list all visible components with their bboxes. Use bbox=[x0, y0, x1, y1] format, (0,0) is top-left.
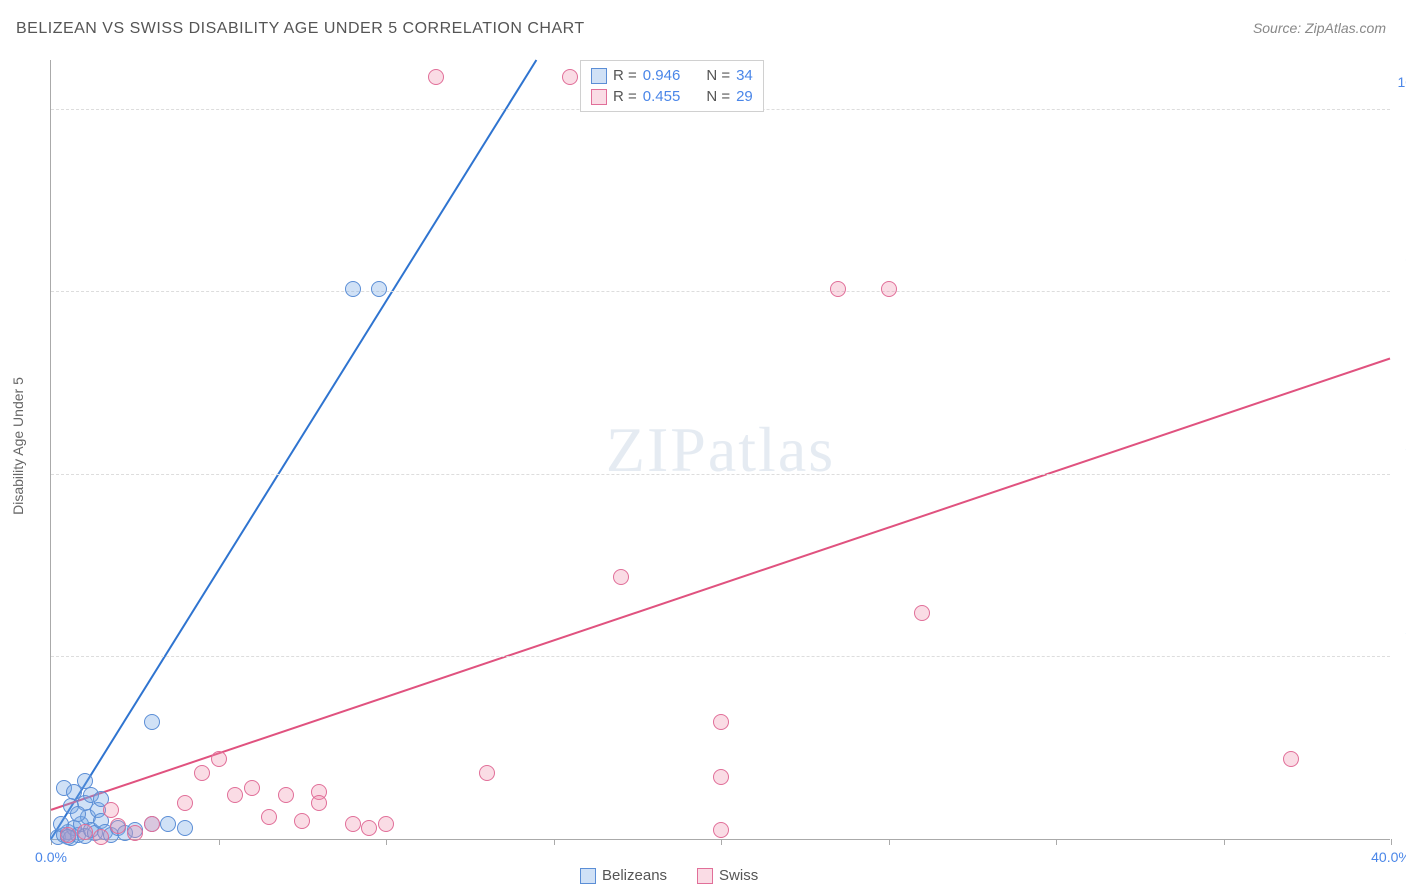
source-label: Source: ZipAtlas.com bbox=[1253, 20, 1386, 36]
scatter-point bbox=[361, 820, 377, 836]
scatter-point bbox=[345, 816, 361, 832]
x-tick bbox=[1056, 839, 1057, 845]
gridline bbox=[51, 656, 1390, 657]
legend-bottom: Belizeans Swiss bbox=[580, 867, 758, 884]
legend-swatch bbox=[591, 68, 607, 84]
scatter-point bbox=[428, 69, 444, 85]
x-tick-label: 40.0% bbox=[1371, 849, 1406, 865]
scatter-point bbox=[479, 765, 495, 781]
n-label: N = bbox=[706, 88, 730, 105]
scatter-point bbox=[194, 765, 210, 781]
gridline bbox=[51, 474, 1390, 475]
chart-container: BELIZEAN VS SWISS DISABILITY AGE UNDER 5… bbox=[0, 0, 1406, 892]
scatter-point bbox=[77, 824, 93, 840]
scatter-point bbox=[127, 825, 143, 841]
scatter-point bbox=[345, 281, 361, 297]
n-value: 34 bbox=[736, 67, 753, 84]
x-tick-label: 0.0% bbox=[35, 849, 67, 865]
r-value: 0.946 bbox=[643, 67, 681, 84]
y-axis-label: Disability Age Under 5 bbox=[10, 377, 26, 515]
scatter-point bbox=[103, 802, 119, 818]
scatter-point bbox=[144, 714, 160, 730]
y-tick-label: 50.0% bbox=[1395, 439, 1406, 455]
scatter-point bbox=[881, 281, 897, 297]
scatter-point bbox=[60, 827, 76, 843]
scatter-point bbox=[227, 787, 243, 803]
scatter-point bbox=[261, 809, 277, 825]
scatter-point bbox=[110, 818, 126, 834]
y-tick-label: 75.0% bbox=[1395, 256, 1406, 272]
scatter-point bbox=[713, 769, 729, 785]
scatter-point bbox=[278, 787, 294, 803]
scatter-point bbox=[77, 773, 93, 789]
scatter-point bbox=[177, 820, 193, 836]
x-tick bbox=[386, 839, 387, 845]
plot-area: ZIPatlas 25.0%50.0%75.0%100.0%0.0%40.0% bbox=[50, 60, 1390, 840]
gridline bbox=[51, 291, 1390, 292]
scatter-point bbox=[378, 816, 394, 832]
legend-stats-box: R = 0.946 N = 34 R = 0.455 N = 29 bbox=[580, 60, 764, 112]
scatter-point bbox=[70, 806, 86, 822]
r-value: 0.455 bbox=[643, 88, 681, 105]
scatter-point bbox=[914, 605, 930, 621]
scatter-point bbox=[1283, 751, 1299, 767]
chart-title: BELIZEAN VS SWISS DISABILITY AGE UNDER 5… bbox=[16, 20, 585, 38]
legend-label: Belizeans bbox=[602, 867, 667, 884]
y-tick-label: 25.0% bbox=[1395, 621, 1406, 637]
scatter-point bbox=[294, 813, 310, 829]
legend-stats-row: R = 0.455 N = 29 bbox=[591, 86, 753, 107]
x-tick bbox=[721, 839, 722, 845]
legend-swatch bbox=[580, 868, 596, 884]
scatter-point bbox=[613, 569, 629, 585]
n-label: N = bbox=[706, 67, 730, 84]
scatter-point bbox=[244, 780, 260, 796]
scatter-point bbox=[562, 69, 578, 85]
scatter-point bbox=[177, 795, 193, 811]
legend-stats-row: R = 0.946 N = 34 bbox=[591, 65, 753, 86]
scatter-point bbox=[713, 714, 729, 730]
y-tick-label: 100.0% bbox=[1395, 74, 1406, 90]
trend-line bbox=[51, 60, 536, 839]
trend-line bbox=[51, 358, 1390, 809]
legend-swatch bbox=[697, 868, 713, 884]
r-label: R = bbox=[613, 67, 637, 84]
n-value: 29 bbox=[736, 88, 753, 105]
r-label: R = bbox=[613, 88, 637, 105]
x-tick bbox=[219, 839, 220, 845]
scatter-point bbox=[144, 816, 160, 832]
legend-item: Swiss bbox=[697, 867, 758, 884]
scatter-point bbox=[830, 281, 846, 297]
scatter-point bbox=[311, 795, 327, 811]
x-tick bbox=[554, 839, 555, 845]
x-tick bbox=[1224, 839, 1225, 845]
legend-label: Swiss bbox=[719, 867, 758, 884]
scatter-point bbox=[160, 816, 176, 832]
legend-item: Belizeans bbox=[580, 867, 667, 884]
scatter-point bbox=[93, 829, 109, 845]
x-tick bbox=[889, 839, 890, 845]
legend-swatch bbox=[591, 89, 607, 105]
scatter-point bbox=[713, 822, 729, 838]
scatter-point bbox=[371, 281, 387, 297]
scatter-point bbox=[211, 751, 227, 767]
x-tick bbox=[1391, 839, 1392, 845]
watermark: ZIPatlas bbox=[606, 413, 835, 487]
